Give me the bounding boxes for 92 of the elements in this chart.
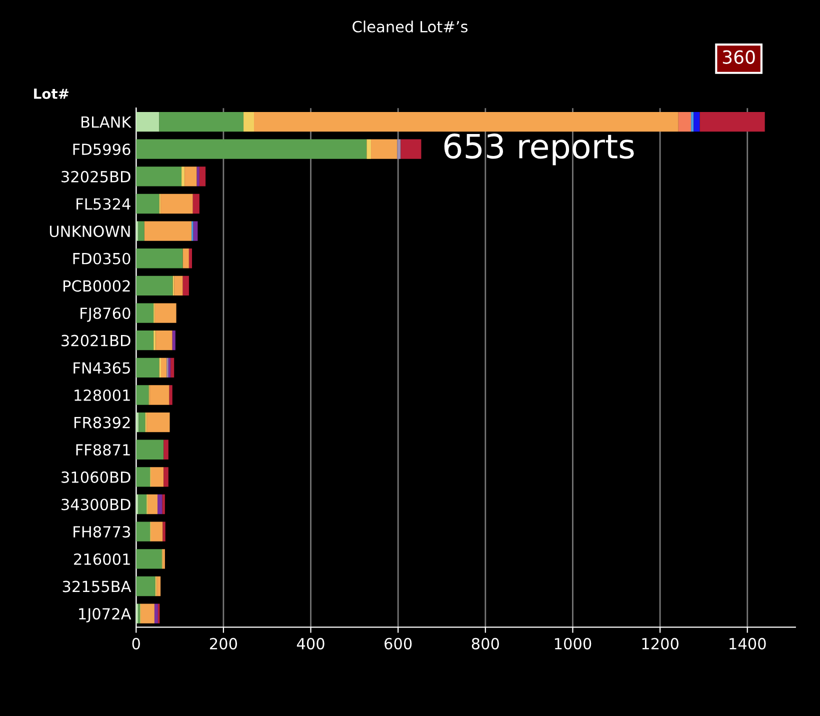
x-tick-label: 400 <box>296 638 324 650</box>
y-tick-label: 1J072A <box>79 608 132 622</box>
bar <box>144 221 192 241</box>
bar <box>140 604 154 624</box>
bar <box>161 358 167 378</box>
y-tick-label: FD5996 <box>73 144 130 156</box>
bar <box>150 467 164 487</box>
y-tick-label: FR8392 <box>74 416 130 428</box>
x-tick-label: 1000 <box>554 638 592 650</box>
bar <box>694 112 700 132</box>
y-tick-label: 216001 <box>74 553 130 565</box>
bar <box>182 276 189 296</box>
bar <box>254 112 678 132</box>
bar <box>199 166 206 186</box>
bar <box>138 494 147 514</box>
y-tick-label: FF8871 <box>76 444 130 456</box>
bar <box>168 358 171 378</box>
bar <box>146 412 170 432</box>
bar <box>678 112 692 132</box>
bar <box>156 330 172 350</box>
bar <box>160 194 193 214</box>
y-tick-label: FD0350 <box>73 252 130 264</box>
bar <box>192 194 200 214</box>
y-tick-label: FJ8760 <box>80 307 130 322</box>
y-tick-label: FH8773 <box>74 526 130 538</box>
text: 360 <box>722 50 755 64</box>
bar <box>244 112 254 132</box>
bar <box>170 358 174 378</box>
bar <box>136 440 164 460</box>
bar <box>162 494 165 514</box>
chart-title: Cleaned Lot#’s <box>352 20 468 32</box>
bar <box>691 112 694 132</box>
y-tick-label: 31060BD <box>62 471 130 483</box>
bar <box>136 385 149 405</box>
bar <box>138 412 146 432</box>
bar <box>136 276 173 296</box>
bar <box>148 494 158 514</box>
bar <box>156 576 161 596</box>
bar <box>150 522 163 542</box>
y-tick-label: 32155BA <box>62 580 132 592</box>
x-tick-label: 600 <box>384 638 412 650</box>
bar <box>136 549 162 569</box>
bar <box>400 139 422 159</box>
bar <box>174 276 183 296</box>
bar <box>188 248 192 268</box>
bar <box>136 248 183 268</box>
y-tick-label: 32025BD <box>62 170 130 182</box>
bar <box>154 604 158 624</box>
bar <box>136 194 160 214</box>
x-tick-label: 200 <box>210 638 238 650</box>
bar <box>366 139 372 159</box>
y-tick-label: 32021BD <box>62 334 130 346</box>
bar <box>150 385 170 405</box>
x-tick-label: 800 <box>472 638 499 650</box>
x-tick-label: 0 <box>132 638 140 650</box>
bar <box>136 330 154 350</box>
bar <box>136 303 154 323</box>
annotation: 653 reports <box>444 134 634 166</box>
bar <box>193 221 198 241</box>
bar <box>136 522 150 542</box>
bar <box>182 248 189 268</box>
y-tick-label: 128001 <box>74 389 130 402</box>
x-tick-label: 1200 <box>642 638 678 650</box>
bar <box>154 303 176 323</box>
bar <box>159 112 244 132</box>
x-tick-label: 1400 <box>730 638 766 650</box>
bar <box>169 385 172 405</box>
bar <box>397 139 401 159</box>
bar <box>700 112 765 132</box>
bar <box>164 440 168 460</box>
bar <box>196 166 200 186</box>
bar <box>164 467 168 487</box>
bar <box>182 166 185 186</box>
bar <box>138 221 144 241</box>
y-tick-label: 34300BD <box>62 498 130 510</box>
bar <box>371 139 398 159</box>
y-axis-title: Lot# <box>34 88 69 100</box>
bar <box>158 494 162 514</box>
bar <box>162 522 166 542</box>
y-tick-label: BLANK <box>82 116 132 128</box>
y-tick-label: FL5324 <box>76 198 130 210</box>
y-tick-label: PCB0002 <box>64 280 130 292</box>
bar <box>136 112 160 132</box>
bar <box>136 139 367 159</box>
bar <box>136 576 156 596</box>
bar <box>184 166 197 186</box>
bar <box>172 330 176 350</box>
bar <box>136 358 160 378</box>
y-tick-label: FN4365 <box>74 362 130 374</box>
bar <box>136 166 182 186</box>
y-tick-label: UNKNOWN <box>50 226 130 238</box>
bar <box>136 467 150 487</box>
